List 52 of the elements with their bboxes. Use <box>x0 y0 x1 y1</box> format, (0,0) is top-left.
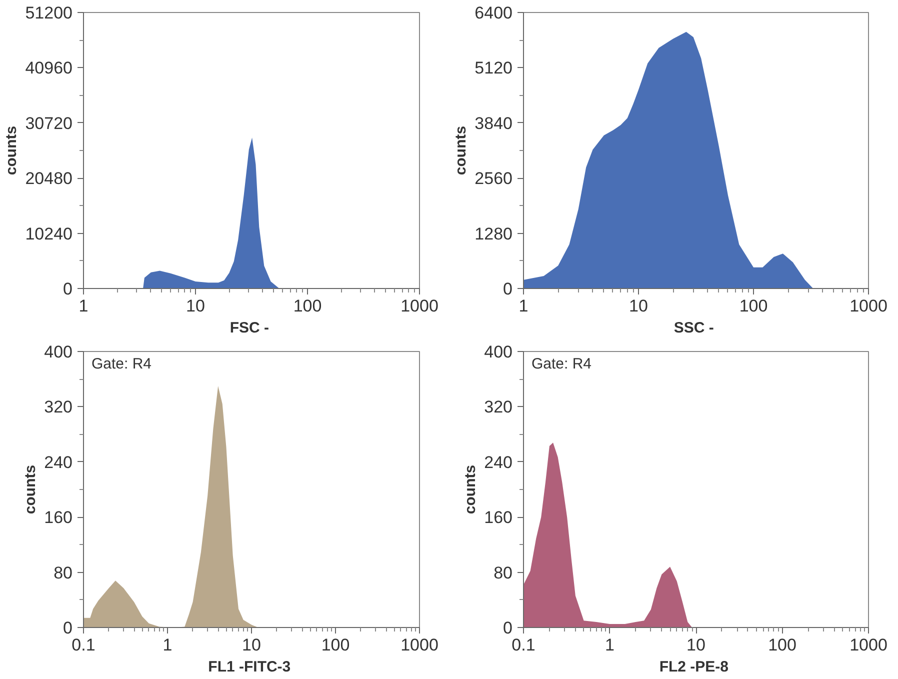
y-tick-label: 400 <box>484 342 513 362</box>
x-tick-label: 100 <box>768 636 796 654</box>
x-tick-label: 10 <box>186 296 205 316</box>
y-tick-label: 3840 <box>474 114 513 133</box>
y-tick-label: 20480 <box>25 169 73 188</box>
y-axis-title: counts <box>452 126 470 176</box>
y-tick-label: 160 <box>44 508 73 528</box>
x-tick-label: 1000 <box>400 636 438 654</box>
annotation: Gate: R4 <box>92 356 152 372</box>
x-tick-label: 1 <box>162 636 172 654</box>
y-tick-label: 0 <box>503 280 513 298</box>
x-tick-label: 1 <box>78 296 88 316</box>
x-tick-label: 10 <box>629 296 648 316</box>
y-tick-label: 5120 <box>474 58 513 78</box>
x-tick-label: 1000 <box>850 636 888 654</box>
x-tick-label: 1000 <box>850 296 888 316</box>
y-tick-label: 30720 <box>25 114 73 133</box>
y-tick-label: 51200 <box>25 4 73 22</box>
y-axis-title: counts <box>462 464 480 514</box>
x-tick-label: 100 <box>321 636 350 654</box>
x-tick-label: 10 <box>686 636 706 654</box>
x-axis-title: SSC - <box>674 320 714 336</box>
y-axis-title: counts <box>22 464 40 514</box>
x-axis-title: FL1 -FITC-3 <box>208 658 291 676</box>
y-axis-title: counts <box>3 126 20 176</box>
x-axis-title: FL2 -PE-8 <box>659 658 729 676</box>
y-tick-label: 240 <box>44 452 73 472</box>
y-tick-label: 320 <box>44 398 73 417</box>
x-tick-label: 0.1 <box>512 636 536 654</box>
y-tick-label: 6400 <box>474 4 513 22</box>
y-tick-label: 0 <box>63 618 73 638</box>
x-axis-title: FSC - <box>230 320 270 336</box>
y-tick-label: 0 <box>503 618 513 638</box>
y-tick-label: 2560 <box>474 169 513 188</box>
y-tick-label: 80 <box>494 563 513 582</box>
y-tick-label: 400 <box>44 342 73 362</box>
x-tick-label: 100 <box>293 296 322 316</box>
x-tick-label: 100 <box>739 296 768 316</box>
x-tick-label: 1000 <box>400 296 438 316</box>
y-tick-label: 80 <box>54 563 73 582</box>
y-tick-label: 320 <box>484 398 513 417</box>
y-tick-label: 0 <box>63 280 73 298</box>
x-tick-label: 0.1 <box>72 636 96 654</box>
x-tick-label: 10 <box>242 636 261 654</box>
y-tick-label: 160 <box>484 508 513 528</box>
y-tick-label: 40960 <box>25 58 73 78</box>
annotation: Gate: R4 <box>532 356 592 372</box>
y-tick-label: 1280 <box>474 224 513 244</box>
y-tick-label: 240 <box>484 452 513 472</box>
x-tick-label: 1 <box>518 296 528 316</box>
y-tick-label: 10240 <box>25 224 73 244</box>
x-tick-label: 1 <box>605 636 614 654</box>
